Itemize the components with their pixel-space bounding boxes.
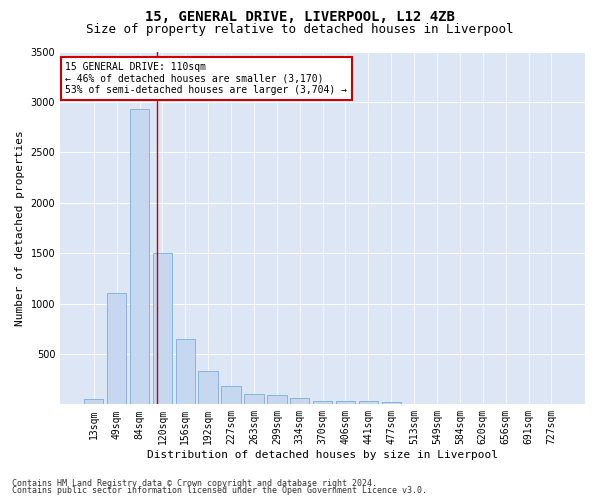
Bar [382,402,401,404]
Y-axis label: Number of detached properties: Number of detached properties [15,130,25,326]
Bar [359,402,378,404]
Bar [107,294,127,405]
Bar [152,253,172,404]
Bar [84,400,103,404]
X-axis label: Distribution of detached houses by size in Liverpool: Distribution of detached houses by size … [147,450,498,460]
Bar [267,396,287,404]
Text: Contains public sector information licensed under the Open Government Licence v3: Contains public sector information licen… [12,486,427,495]
Bar [244,394,263,404]
Bar [290,398,310,404]
Bar [176,339,195,404]
Text: 15 GENERAL DRIVE: 110sqm
← 46% of detached houses are smaller (3,170)
53% of sem: 15 GENERAL DRIVE: 110sqm ← 46% of detach… [65,62,347,96]
Bar [336,401,355,404]
Text: Contains HM Land Registry data © Crown copyright and database right 2024.: Contains HM Land Registry data © Crown c… [12,478,377,488]
Text: Size of property relative to detached houses in Liverpool: Size of property relative to detached ho… [86,22,514,36]
Bar [221,386,241,404]
Bar [130,109,149,405]
Bar [199,371,218,404]
Bar [313,401,332,404]
Text: 15, GENERAL DRIVE, LIVERPOOL, L12 4ZB: 15, GENERAL DRIVE, LIVERPOOL, L12 4ZB [145,10,455,24]
